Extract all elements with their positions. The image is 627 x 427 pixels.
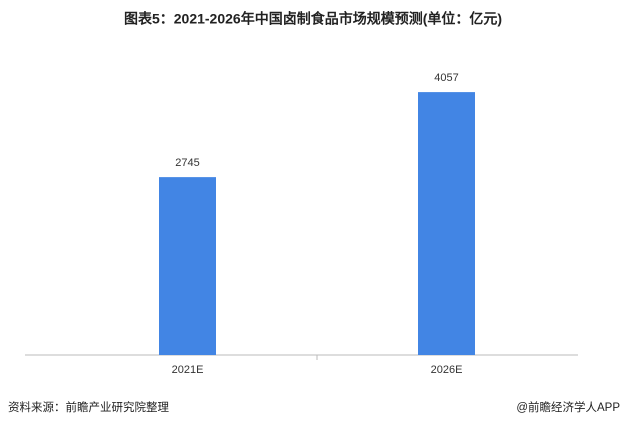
bar	[159, 177, 216, 355]
chart-title: 图表5：2021-2026年中国卤制食品市场规模预测(单位：亿元)	[124, 11, 502, 27]
x-tick-label: 2021E	[172, 364, 204, 376]
data-label: 2745	[175, 157, 199, 169]
bar	[418, 92, 475, 356]
data-label: 4057	[434, 72, 458, 84]
credit: @前瞻经济学人APP	[516, 400, 620, 414]
source: 资料来源：前瞻产业研究院整理	[8, 400, 169, 414]
x-tick-label: 2026E	[431, 364, 463, 376]
